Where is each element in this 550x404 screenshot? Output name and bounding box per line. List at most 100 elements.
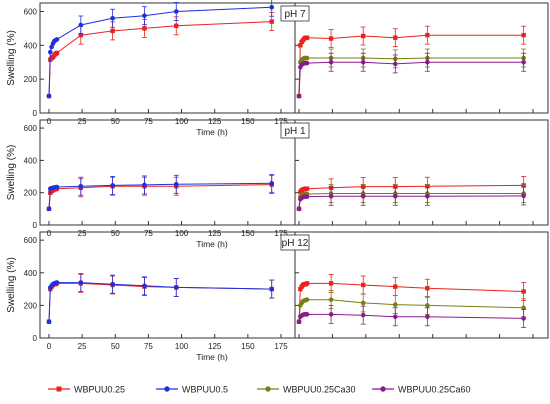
data-point <box>142 13 147 18</box>
y-axes: 0 200 400 600 Swelling (%) 0 200 400 600 Swelling… <box>6 7 299 343</box>
legend-marker <box>265 386 271 392</box>
y-axis-label: Swelling (%) <box>6 257 17 313</box>
series-line-WBPUU0.5 <box>48 282 272 322</box>
data-point <box>173 9 179 14</box>
data-point <box>296 93 302 99</box>
x-tick-label: 150 <box>241 342 255 351</box>
data-point <box>360 193 366 199</box>
y-tick-label: 0 <box>33 221 38 230</box>
data-point <box>269 19 274 24</box>
data-point <box>110 28 115 34</box>
data-point <box>328 36 334 41</box>
x-axes: 0 25 50 75 100 125 150 175 Time (h) 0 25 50 75 100 125… <box>47 109 534 362</box>
legend-label: WBPUU0.25Ca60 <box>398 385 471 395</box>
x-axis-label: Time (h) <box>196 352 227 362</box>
ph-label-frame <box>280 234 310 251</box>
x-tick-label: 50 <box>111 117 120 126</box>
panel-frame-row-1 <box>39 2 549 114</box>
ph-label-1: pH 7 <box>284 9 306 20</box>
x-tick-label: 125 <box>208 117 222 126</box>
plot-panel-6 <box>296 273 527 328</box>
panel-frame-row-3 <box>39 231 549 339</box>
series-line-WBPUU0.25 <box>48 21 272 97</box>
x-tick-label: 150 <box>241 229 255 238</box>
plot-panel-2 <box>296 25 527 99</box>
data-point <box>173 285 179 290</box>
data-point <box>78 32 83 38</box>
data-point <box>392 302 398 307</box>
ph-label-frame <box>280 5 310 22</box>
data-point <box>521 316 526 321</box>
data-point <box>304 297 310 302</box>
data-point <box>46 93 52 99</box>
x-tick-label: 175 <box>274 229 288 238</box>
data-point <box>296 206 302 212</box>
x-tick-label: 175 <box>274 342 288 351</box>
data-point <box>360 300 366 306</box>
y-tick-label: 600 <box>24 236 38 245</box>
y-tick-label: 0 <box>33 109 38 118</box>
data-point <box>173 181 179 187</box>
data-point <box>54 37 60 42</box>
plot-panel-4 <box>296 176 527 212</box>
data-point <box>392 61 398 67</box>
plot-panel-3 <box>46 173 275 212</box>
legend-item: WBPUU0.25 <box>48 385 125 395</box>
data-point <box>269 286 275 292</box>
data-point <box>360 312 366 318</box>
series-line-WBPUU0.5 <box>48 6 272 97</box>
data-point <box>174 23 179 29</box>
legend-item: WBPUU0.25Ca60 <box>372 385 471 395</box>
legend-label: WBPUU0.25 <box>74 385 125 395</box>
ph-labels: pH 7 pH 1 pH 12 <box>280 5 310 251</box>
legend-label: WBPUU0.25Ca30 <box>283 385 356 395</box>
data-point <box>269 181 275 186</box>
data-point <box>392 314 398 320</box>
plot-panel-1 <box>46 0 275 99</box>
data-point <box>304 35 310 40</box>
data-point <box>425 59 430 65</box>
data-point <box>328 193 334 199</box>
ph-label-box: pH 7 <box>280 5 310 22</box>
x-tick-label: 100 <box>175 117 189 126</box>
data-point <box>328 312 334 317</box>
data-point <box>46 206 52 212</box>
data-point <box>142 182 147 188</box>
data-point <box>78 280 84 285</box>
data-point <box>360 59 366 65</box>
x-tick-label: 125 <box>208 229 222 238</box>
x-tick-label: 75 <box>144 229 153 238</box>
ph-label-box: pH 1 <box>280 122 310 139</box>
legend-label: WBPUU0.5 <box>182 385 228 395</box>
data-point <box>360 282 366 288</box>
y-tick-label: 0 <box>33 334 38 343</box>
series-line-WBPUU0.25 <box>48 282 272 322</box>
y-tick-label: 200 <box>24 75 38 84</box>
x-tick-label: 150 <box>241 117 255 126</box>
y-tick-label: 400 <box>24 41 38 50</box>
data-point <box>54 280 60 285</box>
plot-series <box>46 0 527 328</box>
data-point <box>296 319 302 324</box>
panel-frame-row-2 <box>39 119 549 226</box>
data-point <box>269 4 275 10</box>
x-tick-label: 25 <box>78 117 87 126</box>
plot-panel-5 <box>46 273 275 324</box>
data-point <box>393 35 398 40</box>
data-point <box>425 303 430 308</box>
data-point <box>304 281 310 286</box>
x-tick-label: 50 <box>111 342 120 351</box>
x-tick-label: 100 <box>175 342 189 351</box>
data-point <box>110 15 115 21</box>
data-point <box>304 194 310 199</box>
data-point <box>425 193 430 199</box>
x-tick-label: 50 <box>111 229 120 238</box>
x-tick-label: 100 <box>175 229 189 238</box>
y-tick-label: 400 <box>24 269 38 278</box>
ph-label-box: pH 12 <box>280 234 310 251</box>
data-point <box>298 286 303 292</box>
legend: WBPUU0.25 WBPUU0.5 WBPUU0.25Ca30 WBPUU0.25C… <box>48 385 471 395</box>
x-tick-label: 75 <box>144 342 153 351</box>
data-point <box>328 59 334 65</box>
